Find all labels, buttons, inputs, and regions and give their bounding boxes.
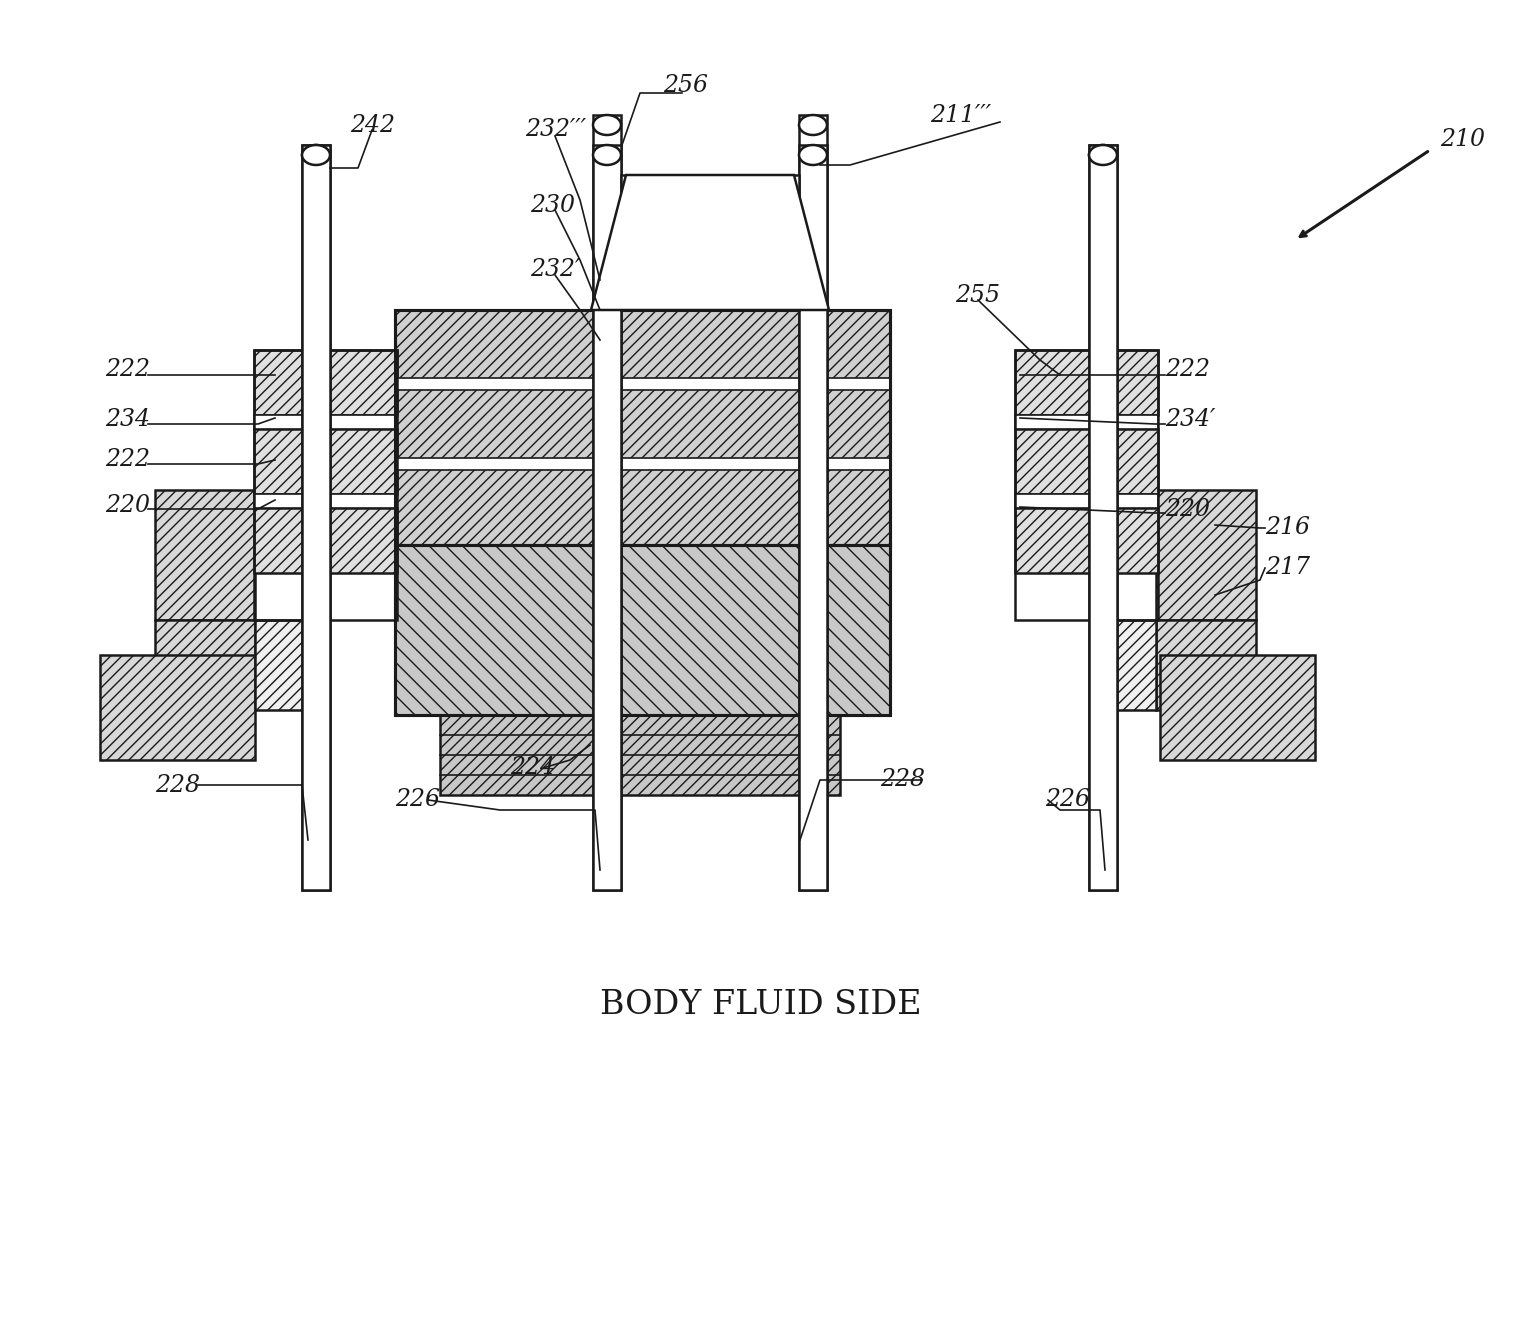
Ellipse shape bbox=[800, 145, 827, 165]
Bar bbox=[1014, 415, 1157, 428]
Bar bbox=[1014, 508, 1157, 573]
Bar bbox=[254, 494, 398, 508]
Bar bbox=[1161, 655, 1314, 760]
Bar bbox=[302, 145, 330, 890]
Bar bbox=[592, 115, 621, 890]
Bar bbox=[155, 490, 254, 620]
Bar bbox=[592, 145, 621, 890]
Bar bbox=[254, 428, 398, 494]
Text: 216: 216 bbox=[1266, 517, 1310, 540]
Text: 224: 224 bbox=[510, 756, 554, 779]
Text: 217: 217 bbox=[1266, 556, 1310, 579]
Bar bbox=[254, 351, 398, 620]
Bar bbox=[1089, 145, 1116, 890]
Bar bbox=[621, 175, 800, 310]
Bar bbox=[394, 310, 889, 545]
Bar bbox=[302, 145, 330, 890]
Ellipse shape bbox=[302, 145, 330, 165]
Text: 210: 210 bbox=[1441, 129, 1485, 152]
Text: 255: 255 bbox=[955, 283, 1001, 306]
Ellipse shape bbox=[592, 115, 621, 136]
Bar bbox=[1014, 351, 1157, 620]
Ellipse shape bbox=[800, 115, 827, 136]
Bar bbox=[254, 620, 315, 710]
Polygon shape bbox=[591, 175, 829, 310]
Text: 230: 230 bbox=[530, 193, 576, 216]
Bar bbox=[440, 714, 841, 795]
Text: 232′: 232′ bbox=[530, 258, 580, 282]
Text: 222: 222 bbox=[105, 359, 149, 381]
Ellipse shape bbox=[302, 145, 330, 165]
Text: 232′′′: 232′′′ bbox=[525, 118, 586, 141]
Ellipse shape bbox=[1089, 145, 1116, 165]
Bar bbox=[155, 620, 254, 710]
Bar bbox=[1014, 494, 1157, 508]
Bar bbox=[394, 310, 889, 714]
Bar bbox=[1014, 351, 1157, 415]
Text: 220: 220 bbox=[1165, 498, 1209, 521]
Bar bbox=[1014, 428, 1157, 494]
Text: 220: 220 bbox=[105, 493, 149, 517]
Ellipse shape bbox=[1089, 145, 1116, 165]
Text: 222: 222 bbox=[1165, 359, 1209, 381]
Text: 222: 222 bbox=[105, 449, 149, 471]
Text: 226: 226 bbox=[1045, 788, 1090, 811]
Bar bbox=[394, 545, 889, 714]
Bar bbox=[101, 655, 254, 760]
Text: 228: 228 bbox=[880, 768, 924, 791]
Bar bbox=[254, 508, 398, 573]
Bar bbox=[1156, 490, 1256, 620]
Text: 234′: 234′ bbox=[1165, 408, 1215, 431]
Bar bbox=[1156, 620, 1256, 710]
Bar bbox=[394, 458, 889, 470]
Text: 242: 242 bbox=[350, 114, 394, 137]
Bar bbox=[254, 351, 398, 415]
Ellipse shape bbox=[592, 145, 621, 165]
Bar bbox=[394, 377, 889, 389]
Text: BODY FLUID SIDE: BODY FLUID SIDE bbox=[600, 988, 921, 1021]
Text: 228: 228 bbox=[155, 774, 200, 796]
Text: 234: 234 bbox=[105, 408, 149, 431]
Bar bbox=[800, 115, 827, 890]
Bar bbox=[1097, 620, 1156, 710]
Bar bbox=[800, 145, 827, 890]
Bar bbox=[254, 415, 398, 428]
Text: 256: 256 bbox=[663, 74, 708, 97]
Text: 226: 226 bbox=[394, 788, 440, 811]
Text: 211′′′: 211′′′ bbox=[931, 103, 991, 126]
Bar bbox=[1089, 145, 1116, 890]
